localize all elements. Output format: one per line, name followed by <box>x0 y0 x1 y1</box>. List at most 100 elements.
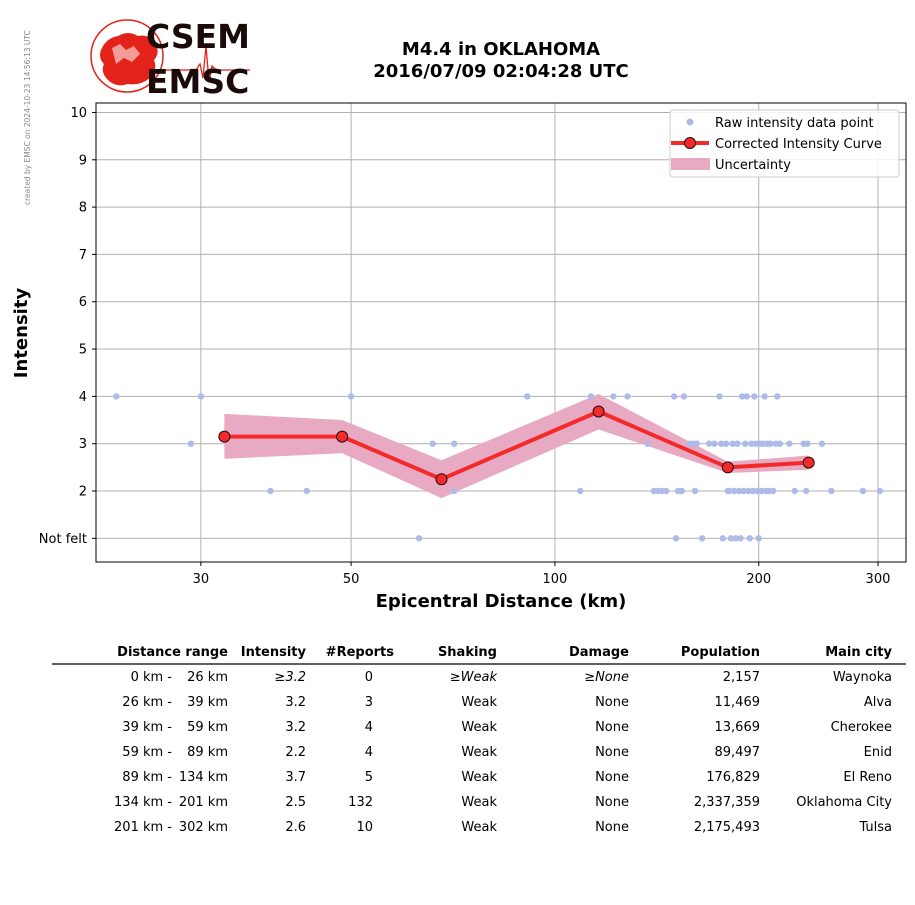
raw-intensity-point <box>876 487 884 495</box>
header-intensity: Intensity <box>241 645 307 660</box>
cell-range-from: 134 km - <box>114 795 172 810</box>
x-axis-label: Epicentral Distance (km) <box>376 591 627 612</box>
cell-shaking: Weak <box>461 745 497 760</box>
raw-intensity-point <box>755 535 762 542</box>
cell-range-to: 59 km <box>187 720 228 735</box>
x-tick-label: 300 <box>866 572 891 587</box>
cell-shaking: Weak <box>461 820 497 835</box>
curve-marker <box>336 430 349 443</box>
raw-intensity-point <box>804 440 811 447</box>
raw-intensity-point <box>451 440 458 447</box>
logo-seismogram <box>140 45 250 83</box>
raw-intensity-point <box>347 393 355 400</box>
cell-reports: 5 <box>365 770 373 785</box>
y-tick-label: 4 <box>79 390 87 405</box>
cell-shaking: Weak <box>461 770 497 785</box>
axis-ticks: Not felt 2 3 4 5 6 7 8 9 10 30 50 100 200 300 <box>39 106 891 587</box>
cell-main-city: Alva <box>864 695 892 710</box>
raw-intensity-point <box>729 440 736 447</box>
y-tick-label: 6 <box>79 295 87 310</box>
raw-intensity-point <box>663 487 670 495</box>
x-tick-label: 200 <box>746 572 771 587</box>
curve-marker <box>218 430 231 443</box>
curve-marker <box>802 456 815 469</box>
raw-points-layer <box>113 393 884 542</box>
cell-reports: 4 <box>365 745 373 760</box>
raw-intensity-point <box>722 440 730 447</box>
raw-intensity-point <box>587 393 595 400</box>
raw-intensity-point <box>818 440 826 447</box>
cell-population: 89,497 <box>715 745 761 760</box>
raw-intensity-point <box>751 393 758 400</box>
raw-intensity-point <box>786 440 793 447</box>
header-main-city: Main city <box>825 645 892 660</box>
cell-range-to: 26 km <box>187 670 228 685</box>
raw-intensity-point <box>680 393 687 400</box>
y-tick-label: 10 <box>70 106 87 121</box>
raw-intensity-point <box>113 393 120 400</box>
y-tick-label: Not felt <box>39 532 87 547</box>
y-tick-label: 8 <box>79 201 87 216</box>
y-tick-label: 2 <box>79 485 87 500</box>
cell-population: 176,829 <box>706 770 760 785</box>
cell-main-city: Tulsa <box>858 820 892 835</box>
raw-intensity-point <box>415 535 423 542</box>
logo-text-csem: CSEM <box>146 17 250 56</box>
raw-intensity-point <box>774 393 781 400</box>
raw-intensity-point <box>767 440 774 447</box>
raw-intensity-point <box>738 393 746 400</box>
cell-range-from: 0 km - <box>131 670 173 685</box>
cell-shaking: Weak <box>461 695 497 710</box>
cell-damage: None <box>595 820 629 835</box>
legend-uncertainty-label: Uncertainty <box>715 158 791 173</box>
header-damage: Damage <box>569 645 629 660</box>
raw-intensity-point <box>752 440 759 447</box>
header-distance-range: Distance range <box>117 645 228 660</box>
corrected-intensity-curve <box>224 409 809 482</box>
emsc-logo: CSEM EMSC <box>90 17 250 101</box>
raw-intensity-point <box>672 535 680 542</box>
cell-intensity: 2.6 <box>285 820 306 835</box>
y-axis-label: Intensity <box>11 288 32 379</box>
raw-intensity-point <box>748 440 755 447</box>
raw-intensity-point <box>776 440 784 447</box>
cell-damage: None <box>595 745 629 760</box>
raw-intensity-point <box>742 440 749 447</box>
cell-range-to: 89 km <box>187 745 228 760</box>
cell-population: 2,337,359 <box>694 795 760 810</box>
cell-main-city: El Reno <box>843 770 892 785</box>
curve-marker <box>435 473 448 486</box>
raw-intensity-point <box>727 535 735 542</box>
header-shaking: Shaking <box>438 645 497 660</box>
raw-intensity-point <box>731 487 738 495</box>
curve-layer <box>218 405 815 486</box>
raw-intensity-point <box>735 487 743 495</box>
raw-intensity-point <box>737 535 744 542</box>
raw-intensity-point <box>678 487 686 495</box>
cell-population: 2,175,493 <box>694 820 760 835</box>
raw-intensity-point <box>726 487 733 495</box>
cell-damage: None <box>595 795 629 810</box>
cell-damage: None <box>595 720 629 735</box>
raw-intensity-point <box>699 535 706 542</box>
cell-shaking: Weak <box>461 795 497 810</box>
cell-range-to: 39 km <box>187 695 228 710</box>
legend-raw-label: Raw intensity data point <box>715 116 874 131</box>
raw-intensity-point <box>706 440 713 447</box>
cell-damage: ≥None <box>584 670 629 685</box>
cell-damage: None <box>595 770 629 785</box>
credit-text: created by EMSC on 2024-10-23 14:56:13 U… <box>23 30 32 205</box>
header-reports: #Reports <box>326 645 395 660</box>
cell-intensity: ≥3.2 <box>274 670 306 685</box>
raw-intensity-point <box>670 393 678 400</box>
cell-intensity: 2.5 <box>285 795 306 810</box>
raw-intensity-point <box>303 487 310 495</box>
raw-intensity-point <box>716 393 723 400</box>
cell-intensity: 2.2 <box>285 745 306 760</box>
raw-intensity-point <box>745 487 752 495</box>
raw-intensity-point <box>711 440 718 447</box>
raw-intensity-point <box>524 393 531 400</box>
curve-marker <box>592 405 605 418</box>
logo-text-emsc: EMSC <box>146 62 249 101</box>
